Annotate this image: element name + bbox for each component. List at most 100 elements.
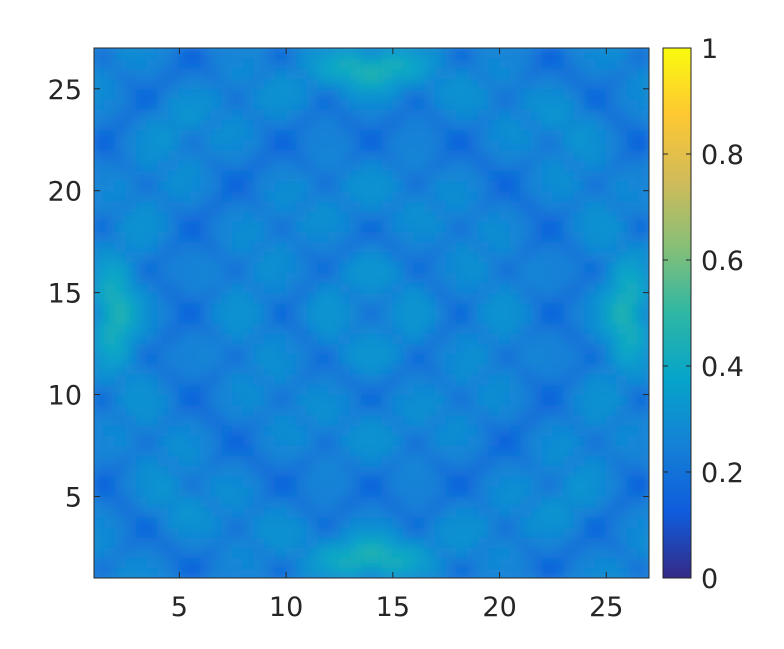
heatmap-cell: [338, 57, 351, 69]
heatmap-cell: [563, 557, 575, 569]
heatmap-cell: [360, 200, 372, 212]
heatmap-cell: [445, 312, 458, 324]
heatmap-cell: [168, 210, 180, 222]
heatmap-cell: [296, 495, 308, 508]
heatmap-cell: [274, 506, 287, 518]
heatmap-cell: [125, 567, 138, 578]
heatmap-cell: [210, 495, 223, 508]
heatmap-cell: [467, 557, 479, 569]
heatmap-cell: [221, 118, 234, 131]
heatmap-cell: [413, 271, 426, 283]
heatmap-cell: [435, 241, 447, 253]
heatmap-cell: [627, 373, 639, 385]
heatmap-cell: [637, 139, 649, 151]
heatmap-cell: [403, 48, 415, 59]
heatmap-cell: [285, 251, 298, 263]
heatmap-cell: [467, 353, 479, 365]
heatmap-cell: [168, 159, 180, 171]
heatmap-cell: [509, 169, 522, 181]
heatmap-cell: [403, 404, 415, 416]
heatmap-cell: [221, 383, 234, 396]
heatmap-cell: [552, 139, 565, 151]
heatmap-cell: [349, 200, 362, 212]
heatmap-cell: [114, 118, 127, 131]
heatmap-cell: [210, 322, 223, 334]
colorbar-gradient: [662, 47, 692, 579]
heatmap-cell: [317, 159, 330, 171]
heatmap-cell: [306, 57, 319, 69]
heatmap-cell: [563, 169, 575, 181]
heatmap-cell: [94, 383, 106, 396]
heatmap-cell: [584, 516, 597, 528]
heatmap-cell: [392, 200, 405, 212]
heatmap-cell: [616, 516, 629, 528]
heatmap-cell: [605, 98, 618, 110]
heatmap-cell: [114, 57, 127, 69]
heatmap-cell: [136, 220, 148, 232]
heatmap-cell: [178, 88, 191, 100]
heatmap-cell: [627, 129, 639, 141]
heatmap-cell: [520, 332, 533, 345]
heatmap-cell: [296, 169, 308, 181]
heatmap-cell: [605, 67, 618, 80]
heatmap-cell: [285, 373, 298, 385]
heatmap-cell: [445, 180, 458, 192]
heatmap-cell: [520, 281, 533, 294]
heatmap-cell: [595, 394, 607, 406]
heatmap-cell: [381, 536, 394, 548]
heatmap-cell: [168, 302, 180, 314]
heatmap-cell: [94, 434, 106, 446]
heatmap-cell: [627, 363, 639, 375]
heatmap-cell: [317, 445, 330, 457]
heatmap-cell: [317, 343, 330, 355]
heatmap-cell: [157, 383, 170, 396]
heatmap-cell: [94, 190, 106, 202]
heatmap-cell: [232, 414, 244, 426]
heatmap-cell: [338, 434, 351, 446]
heatmap-cell: [136, 88, 148, 100]
heatmap-cell: [413, 353, 426, 365]
heatmap-cell: [584, 57, 597, 69]
heatmap-cell: [616, 108, 629, 120]
heatmap-cell: [573, 180, 586, 192]
heatmap-cell: [509, 546, 522, 559]
heatmap-cell: [371, 129, 383, 141]
heatmap-cell: [264, 281, 276, 294]
heatmap-cell: [296, 434, 308, 446]
heatmap-cell: [573, 363, 586, 375]
heatmap-cell: [477, 373, 490, 385]
heatmap-cell: [189, 261, 202, 273]
heatmap-cell: [360, 220, 372, 232]
heatmap-cell: [125, 383, 138, 396]
heatmap-cell: [477, 536, 490, 548]
heatmap-cell: [637, 526, 649, 538]
heatmap-cell: [637, 353, 649, 365]
heatmap-cell: [627, 88, 639, 100]
heatmap-cell: [605, 261, 618, 273]
heatmap-cell: [189, 526, 202, 538]
heatmap-cell: [210, 394, 223, 406]
heatmap-cell: [563, 159, 575, 171]
heatmap-cell: [146, 251, 159, 263]
heatmap-cell: [509, 230, 522, 243]
heatmap-cell: [456, 353, 469, 365]
heatmap-cell: [627, 210, 639, 222]
heatmap-cell: [488, 353, 501, 365]
heatmap-cell: [595, 281, 607, 294]
heatmap-cell: [456, 465, 469, 477]
heatmap-cell: [541, 353, 554, 365]
heatmap-cell: [210, 78, 223, 90]
heatmap-cell: [616, 241, 629, 253]
heatmap-cell: [189, 536, 202, 548]
heatmap-cell: [456, 67, 469, 80]
heatmap-cell: [349, 169, 362, 181]
heatmap-cell: [328, 475, 340, 487]
heatmap-cell: [317, 251, 330, 263]
heatmap-cell: [552, 475, 565, 487]
heatmap-cell: [264, 312, 276, 324]
heatmap-cell: [520, 516, 533, 528]
heatmap-cell: [627, 159, 639, 171]
heatmap-cell: [552, 302, 565, 314]
heatmap-cell: [477, 546, 490, 559]
heatmap-cell: [381, 210, 394, 222]
